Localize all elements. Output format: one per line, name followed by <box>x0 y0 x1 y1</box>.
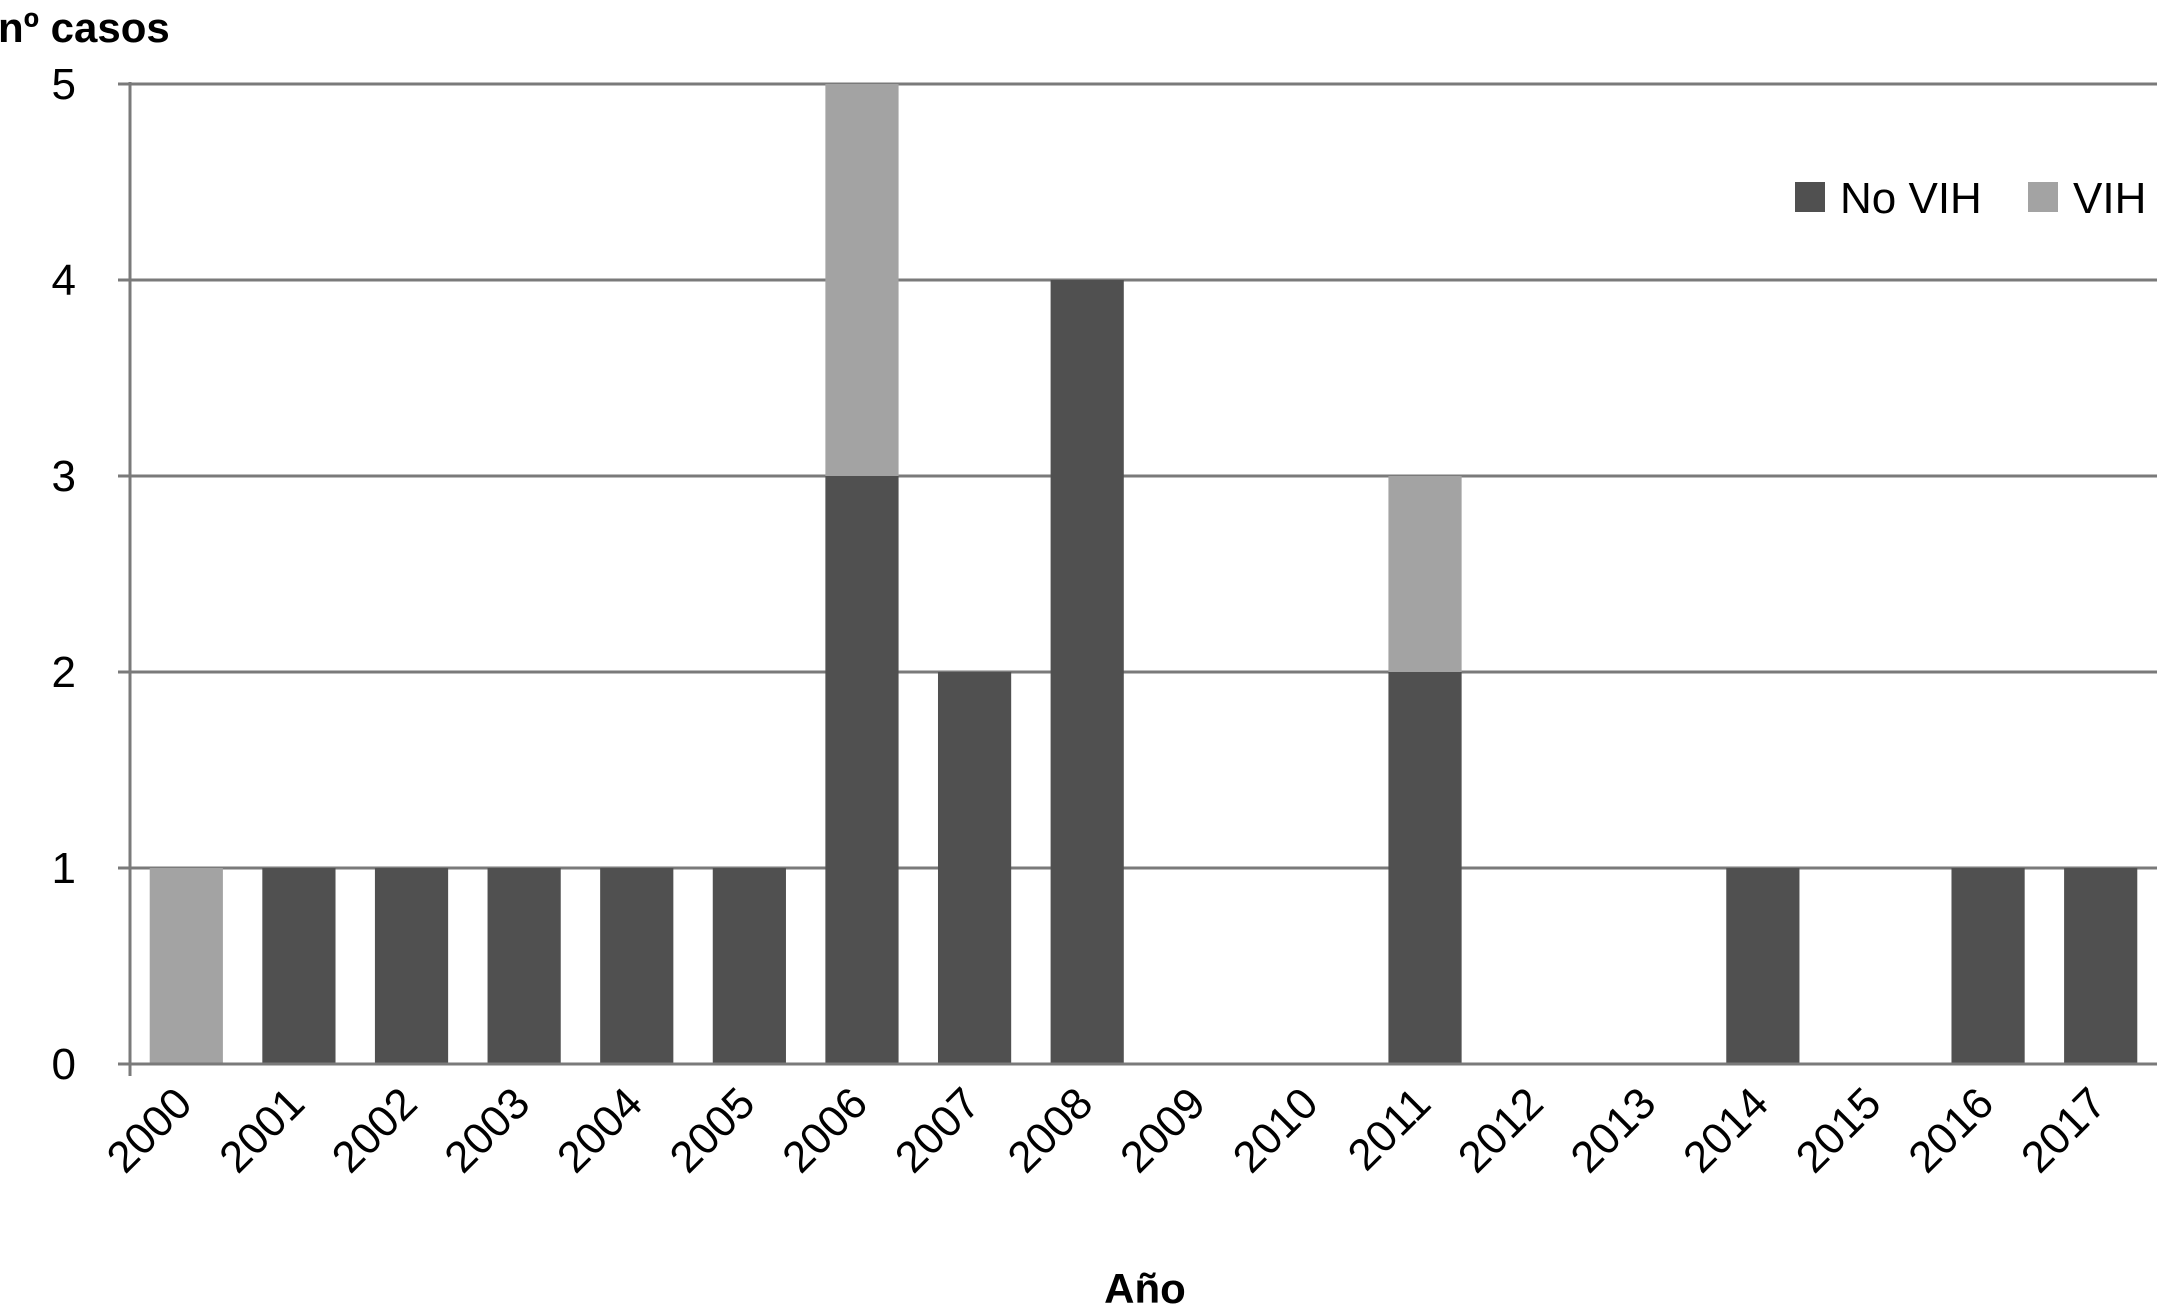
x-axis-label: Año <box>1104 1265 1186 1306</box>
bar-2008-no-vih <box>1050 280 1124 1064</box>
y-tick-label: 1 <box>52 844 76 893</box>
x-tick-label: 2016 <box>1899 1078 2003 1182</box>
bar-2000-vih <box>149 868 223 1064</box>
y-tick-label: 0 <box>52 1040 76 1089</box>
bar-2006-vih <box>825 84 899 476</box>
x-tick-label: 2008 <box>998 1078 1102 1182</box>
axes <box>118 82 2157 1076</box>
x-tick-label: 2017 <box>2012 1078 2116 1182</box>
x-tick-label: 2013 <box>1561 1078 1665 1182</box>
bar-2011-vih <box>1388 476 1462 672</box>
x-tick-label: 2012 <box>1449 1078 1553 1182</box>
x-tick-label: 2000 <box>98 1078 202 1182</box>
y-tick-label: 3 <box>52 452 76 501</box>
x-tick-label: 2005 <box>661 1078 765 1182</box>
x-tick-label: 2004 <box>548 1078 652 1182</box>
gridlines <box>130 82 2157 870</box>
y-tick-label: 4 <box>52 256 76 305</box>
y-tick-label: 5 <box>52 60 76 109</box>
bar-2002-no-vih <box>374 868 449 1064</box>
legend-swatch-no-vih <box>1795 182 1825 212</box>
bar-2007-no-vih <box>937 672 1012 1064</box>
x-tick-label: 2006 <box>773 1078 877 1182</box>
x-tick-label: 2014 <box>1674 1078 1778 1182</box>
legend-swatch-vih <box>2028 182 2058 212</box>
x-tick-label: 2009 <box>1111 1078 1215 1182</box>
bar-2006-no-vih <box>825 476 899 1064</box>
bars <box>149 84 2138 1064</box>
bar-2014-no-vih <box>1726 868 1800 1064</box>
bar-2017-no-vih <box>2064 868 2138 1064</box>
bar-2011-no-vih <box>1388 672 1462 1064</box>
x-tick-label: 2015 <box>1787 1078 1891 1182</box>
bar-2004-no-vih <box>600 868 674 1064</box>
legend-label-no-vih: No VIH <box>1840 174 1982 223</box>
y-axis-label: nº casos <box>0 4 170 51</box>
x-tick-labels: 2000 2001 2002 2003 2004 2005 2006 2007 2008 2009… <box>98 1078 2116 1182</box>
x-tick-label: 2003 <box>435 1078 539 1182</box>
bar-2016-no-vih <box>1951 868 2025 1064</box>
legend: No VIH VIH <box>1795 174 2146 223</box>
bar-2003-no-vih <box>487 868 561 1064</box>
x-tick-label: 2001 <box>210 1078 314 1182</box>
x-tick-label: 2010 <box>1224 1078 1328 1182</box>
x-tick-label: 2007 <box>886 1078 990 1182</box>
legend-label-vih: VIH <box>2073 174 2146 223</box>
x-tick-label: 2011 <box>1339 1078 1441 1180</box>
x-tick-label: 2002 <box>323 1078 427 1182</box>
y-tick-label: 2 <box>52 648 76 697</box>
bar-2005-no-vih <box>712 868 786 1064</box>
y-tick-labels: 0 1 2 3 4 5 <box>52 60 76 1089</box>
bar-2001-no-vih <box>262 868 336 1064</box>
